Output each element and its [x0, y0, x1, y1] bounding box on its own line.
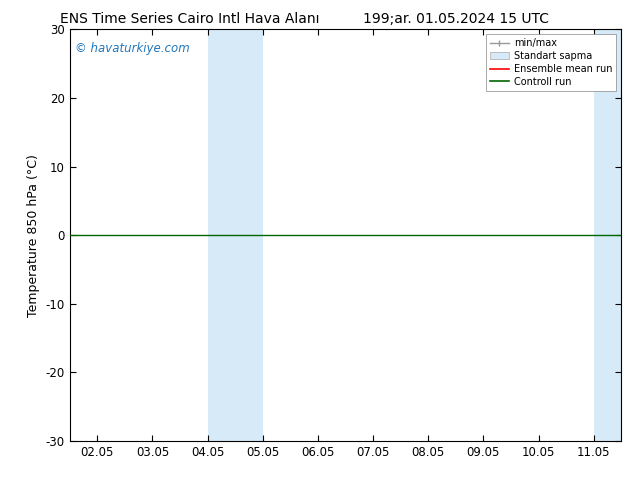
Bar — [235, 29, 262, 441]
Bar — [607, 29, 621, 441]
Text: ENS Time Series Cairo Intl Hava Alanı: ENS Time Series Cairo Intl Hava Alanı — [60, 12, 320, 26]
Y-axis label: Temperature 850 hPa (°C): Temperature 850 hPa (°C) — [27, 154, 40, 317]
Text: 199;ar. 01.05.2024 15 UTC: 199;ar. 01.05.2024 15 UTC — [363, 12, 550, 26]
Bar — [207, 29, 235, 441]
Bar — [593, 29, 607, 441]
Text: © havaturkiye.com: © havaturkiye.com — [75, 42, 190, 55]
Legend: min/max, Standart sapma, Ensemble mean run, Controll run: min/max, Standart sapma, Ensemble mean r… — [486, 34, 616, 91]
